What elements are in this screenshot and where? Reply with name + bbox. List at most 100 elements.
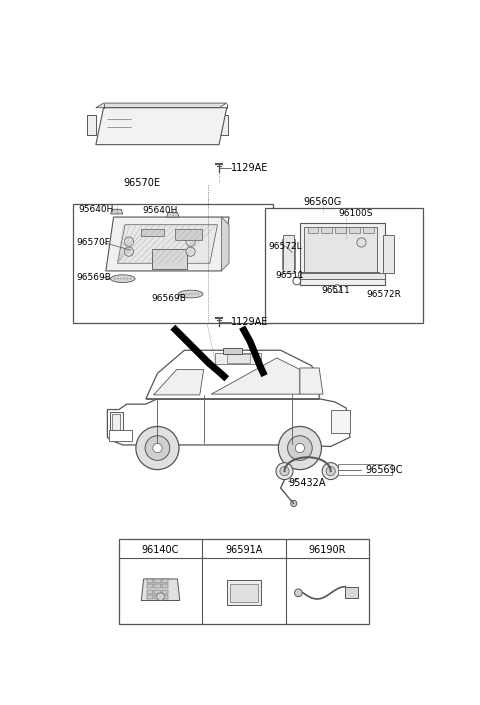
Bar bbox=[152, 250, 187, 269]
Bar bbox=[155, 579, 160, 583]
Polygon shape bbox=[108, 399, 350, 446]
Bar bbox=[322, 227, 332, 233]
Bar bbox=[175, 228, 202, 240]
Text: 96511: 96511 bbox=[322, 286, 350, 295]
Circle shape bbox=[182, 293, 184, 295]
Circle shape bbox=[104, 128, 110, 134]
Polygon shape bbox=[141, 579, 180, 601]
Circle shape bbox=[156, 593, 164, 601]
Polygon shape bbox=[221, 217, 229, 271]
Circle shape bbox=[204, 110, 211, 116]
Text: 1129AE: 1129AE bbox=[231, 163, 269, 173]
Bar bbox=[155, 589, 160, 594]
Circle shape bbox=[124, 237, 133, 246]
Bar bbox=[363, 227, 374, 233]
Bar bbox=[331, 410, 350, 433]
Text: 96572L: 96572L bbox=[268, 242, 302, 251]
Bar bbox=[304, 227, 377, 274]
Circle shape bbox=[288, 436, 312, 460]
Polygon shape bbox=[96, 103, 227, 108]
Circle shape bbox=[130, 278, 131, 279]
Circle shape bbox=[145, 436, 170, 460]
Text: 96511: 96511 bbox=[275, 271, 304, 280]
Polygon shape bbox=[300, 274, 384, 279]
Circle shape bbox=[322, 462, 339, 479]
Bar bbox=[230, 584, 258, 602]
Text: 96569C: 96569C bbox=[365, 465, 403, 474]
Circle shape bbox=[204, 128, 211, 134]
Polygon shape bbox=[110, 209, 123, 214]
Polygon shape bbox=[154, 369, 204, 395]
Circle shape bbox=[357, 238, 366, 247]
Bar bbox=[383, 262, 394, 269]
Bar bbox=[119, 539, 369, 624]
Circle shape bbox=[326, 467, 336, 476]
Bar bbox=[349, 227, 360, 233]
Text: 95640H: 95640H bbox=[142, 206, 178, 214]
Circle shape bbox=[293, 277, 300, 285]
Circle shape bbox=[278, 427, 322, 470]
Circle shape bbox=[197, 293, 199, 295]
Bar bbox=[338, 464, 392, 475]
Bar bbox=[282, 246, 295, 253]
Circle shape bbox=[127, 278, 128, 279]
Text: 96190R: 96190R bbox=[309, 545, 347, 555]
Circle shape bbox=[295, 443, 304, 453]
Circle shape bbox=[136, 427, 179, 470]
Bar bbox=[147, 584, 153, 588]
Ellipse shape bbox=[110, 275, 135, 283]
Text: 1129AE: 1129AE bbox=[231, 317, 269, 326]
Bar bbox=[283, 235, 294, 274]
Bar bbox=[155, 584, 160, 588]
Text: 96591A: 96591A bbox=[225, 545, 263, 555]
Text: 96570E: 96570E bbox=[123, 178, 160, 188]
Bar bbox=[147, 589, 153, 594]
Circle shape bbox=[276, 462, 293, 479]
Text: 96570F: 96570F bbox=[77, 238, 110, 247]
Text: 96569B: 96569B bbox=[77, 273, 111, 281]
Polygon shape bbox=[106, 217, 229, 271]
Text: 96140C: 96140C bbox=[142, 545, 179, 555]
Polygon shape bbox=[300, 368, 323, 394]
Bar bbox=[155, 595, 160, 599]
Circle shape bbox=[291, 501, 297, 507]
Bar bbox=[142, 113, 184, 130]
Bar bbox=[308, 227, 318, 233]
Bar bbox=[282, 262, 295, 269]
Bar bbox=[265, 208, 423, 324]
Circle shape bbox=[333, 285, 341, 293]
Polygon shape bbox=[112, 414, 120, 429]
Bar bbox=[223, 348, 242, 354]
Circle shape bbox=[104, 110, 110, 116]
Polygon shape bbox=[211, 358, 300, 394]
Bar bbox=[227, 354, 250, 362]
Bar bbox=[345, 587, 358, 598]
Circle shape bbox=[124, 247, 133, 257]
Polygon shape bbox=[146, 350, 319, 399]
Circle shape bbox=[120, 278, 122, 279]
Text: 96572R: 96572R bbox=[367, 290, 402, 298]
Bar bbox=[282, 254, 295, 261]
Polygon shape bbox=[96, 108, 227, 145]
Bar bbox=[383, 254, 394, 261]
Bar bbox=[147, 595, 153, 599]
Bar bbox=[299, 271, 379, 278]
Bar bbox=[300, 223, 384, 285]
Bar bbox=[134, 111, 192, 135]
Circle shape bbox=[185, 293, 187, 295]
Bar bbox=[282, 238, 295, 245]
Bar bbox=[336, 227, 346, 233]
Circle shape bbox=[192, 293, 193, 295]
Bar bbox=[141, 228, 164, 236]
Text: 96569B: 96569B bbox=[151, 294, 186, 303]
Circle shape bbox=[194, 293, 196, 295]
Bar bbox=[383, 246, 394, 253]
Text: 95432A: 95432A bbox=[288, 479, 326, 489]
Bar bbox=[73, 204, 273, 324]
Bar bbox=[227, 580, 261, 605]
Polygon shape bbox=[118, 225, 217, 263]
Bar bbox=[383, 238, 394, 245]
Text: 96100S: 96100S bbox=[338, 209, 373, 219]
Bar bbox=[215, 352, 262, 364]
Bar bbox=[147, 579, 153, 583]
